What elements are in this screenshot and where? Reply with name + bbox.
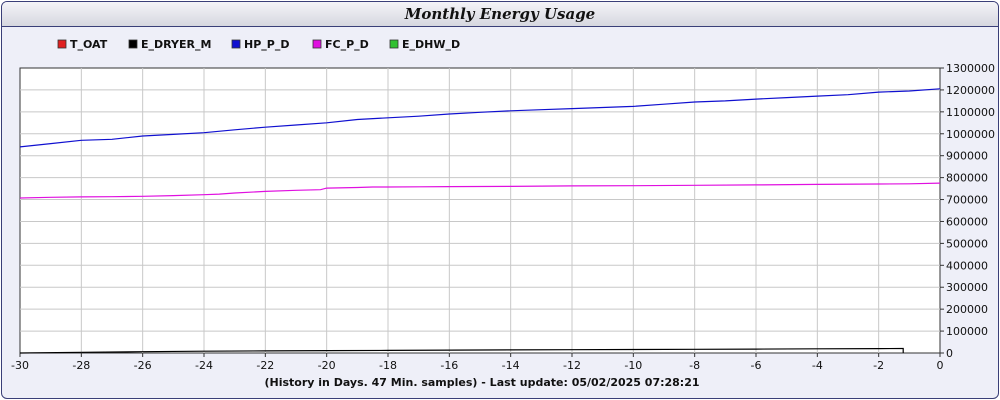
y-tick-label: 400000 bbox=[946, 259, 988, 272]
y-tick-label: 100000 bbox=[946, 325, 988, 338]
legend-label: E_DRYER_M bbox=[141, 38, 211, 51]
y-tick-label: 1200000 bbox=[946, 84, 995, 97]
y-tick-label: 600000 bbox=[946, 215, 988, 228]
x-tick-label: -20 bbox=[318, 359, 336, 372]
x-tick-label: -26 bbox=[134, 359, 152, 372]
x-tick-label: -24 bbox=[195, 359, 213, 372]
x-tick-label: -6 bbox=[751, 359, 762, 372]
chart-title-bar: Monthly Energy Usage bbox=[2, 2, 998, 27]
x-tick-label: -30 bbox=[11, 359, 29, 372]
y-tick-label: 1000000 bbox=[946, 128, 995, 141]
x-tick-label: -28 bbox=[72, 359, 90, 372]
legend-label: HP_P_D bbox=[244, 38, 289, 51]
series-lines bbox=[19, 88, 941, 354]
legend-swatch bbox=[231, 39, 241, 49]
series-line-fc-p-d bbox=[19, 182, 941, 199]
x-tick-label: -2 bbox=[873, 359, 884, 372]
y-tick-label: 500000 bbox=[946, 237, 988, 250]
series-line-hp-p-d bbox=[19, 88, 941, 148]
y-tick-label: 1300000 bbox=[946, 62, 995, 75]
legend-label: T_OAT bbox=[70, 38, 108, 51]
legend-swatch bbox=[389, 39, 399, 49]
y-axis: 0 100000 200000 300000 400000 500000 600000 700… bbox=[940, 62, 995, 360]
y-tick-label: 200000 bbox=[946, 303, 988, 316]
x-tick-label: 0 bbox=[937, 359, 944, 372]
x-tick-label: -4 bbox=[812, 359, 823, 372]
x-tick-label: -18 bbox=[379, 359, 397, 372]
x-tick-label: -22 bbox=[256, 359, 274, 372]
x-axis: -30 -28 -26 -24 -22 -20 -18 -16 -14 -12 -10 -8 -6 -4-… bbox=[11, 353, 944, 372]
legend-label: FC_P_D bbox=[325, 38, 369, 51]
legend-label: E_DHW_D bbox=[402, 38, 460, 51]
x-tick-label: -12 bbox=[563, 359, 581, 372]
y-tick-label: 1100000 bbox=[946, 106, 995, 119]
y-tick-label: 900000 bbox=[946, 150, 988, 163]
y-tick-label: 300000 bbox=[946, 281, 988, 294]
y-tick-label: 800000 bbox=[946, 172, 988, 185]
chart-title: Monthly Energy Usage bbox=[404, 5, 596, 23]
legend: T_OAT E_DRYER_M HP_P_D FC_P_D E_DHW_D bbox=[57, 38, 460, 51]
x-tick-label: -16 bbox=[440, 359, 458, 372]
x-tick-label: -14 bbox=[502, 359, 520, 372]
series-line-e-dryer-m bbox=[19, 347, 904, 354]
legend-swatch bbox=[57, 39, 67, 49]
legend-swatch bbox=[128, 39, 138, 49]
y-tick-label: 0 bbox=[946, 347, 953, 360]
y-tick-label: 700000 bbox=[946, 194, 988, 207]
x-axis-label: (History in Days. 47 Min. samples) - Las… bbox=[264, 376, 699, 389]
plot-area bbox=[19, 67, 941, 354]
x-tick-label: -8 bbox=[689, 359, 700, 372]
legend-swatch bbox=[312, 39, 322, 49]
x-tick-label: -10 bbox=[624, 359, 642, 372]
grid bbox=[20, 68, 940, 353]
